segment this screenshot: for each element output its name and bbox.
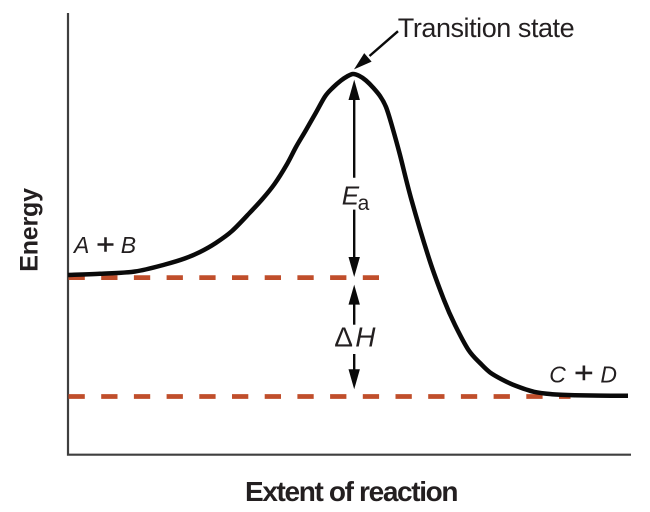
svg-text:D: D — [600, 361, 617, 387]
svg-text:C: C — [549, 361, 566, 387]
svg-text:B: B — [121, 232, 136, 258]
svg-text:E: E — [342, 180, 360, 210]
svg-text:Δ: Δ — [334, 321, 353, 352]
svg-text:A: A — [72, 232, 89, 258]
svg-text:H: H — [355, 321, 376, 352]
svg-text:a: a — [358, 192, 370, 215]
svg-text:Energy: Energy — [16, 188, 44, 272]
svg-text:Transition state: Transition state — [398, 13, 574, 43]
svg-text:Extent of reaction: Extent of reaction — [245, 476, 457, 507]
